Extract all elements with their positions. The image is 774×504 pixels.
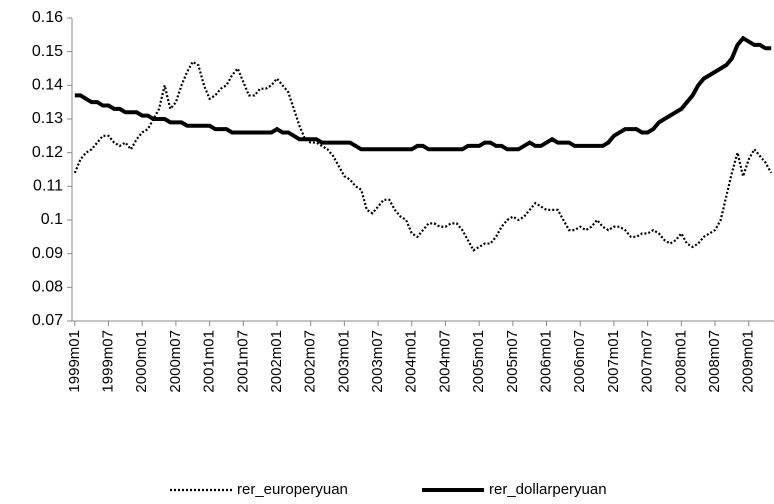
y-tick-label: 0.13 — [32, 110, 63, 127]
x-tick-label: 2008m01 — [672, 330, 689, 393]
x-tick-label: 1999m01 — [66, 330, 83, 393]
x-tick-label: 2000m01 — [133, 330, 150, 393]
x-tick-label: 2008m07 — [706, 330, 723, 393]
y-tick-label: 0.1 — [41, 211, 63, 228]
series-line — [73, 60, 773, 252]
x-tick-label: 2000m07 — [167, 330, 184, 393]
y-tick-label: 0.11 — [33, 178, 63, 195]
x-tick-label: 2001m01 — [201, 330, 218, 393]
y-tick-label: 0.16 — [32, 9, 63, 26]
y-tick-label: 0.14 — [32, 77, 63, 94]
x-tick-label: 2001m07 — [234, 330, 251, 393]
legend-label: rer_dollarperyuan — [489, 481, 607, 498]
legend-label: rer_europeryuan — [237, 481, 348, 498]
x-tick-label: 2002m07 — [302, 330, 319, 393]
y-tick-label: 0.08 — [32, 279, 63, 296]
x-tick-label: 2002m01 — [268, 330, 285, 393]
series-line — [74, 35, 772, 152]
x-tick-label: 2004m07 — [436, 330, 453, 393]
x-tick-label: 2009m01 — [740, 330, 757, 393]
x-tick-label: 2005m01 — [470, 330, 487, 393]
y-tick-label: 0.12 — [32, 144, 63, 161]
y-tick-label: 0.09 — [32, 245, 63, 262]
x-tick-label: 2006m01 — [538, 330, 555, 393]
x-tick-label: 2003m07 — [369, 330, 386, 393]
x-tick-label: 2005m07 — [504, 330, 521, 393]
x-tick-label: 2006m07 — [571, 330, 588, 393]
y-tick-label: 0.15 — [32, 43, 63, 60]
x-tick-label: 2007m07 — [639, 330, 656, 393]
y-tick-label: 0.07 — [32, 312, 63, 329]
x-tick-label: 2003m01 — [335, 330, 352, 393]
x-tick-label: 2004m01 — [403, 330, 420, 393]
x-tick-label: 2007m01 — [605, 330, 622, 393]
x-tick-label: 1999m07 — [99, 330, 116, 393]
